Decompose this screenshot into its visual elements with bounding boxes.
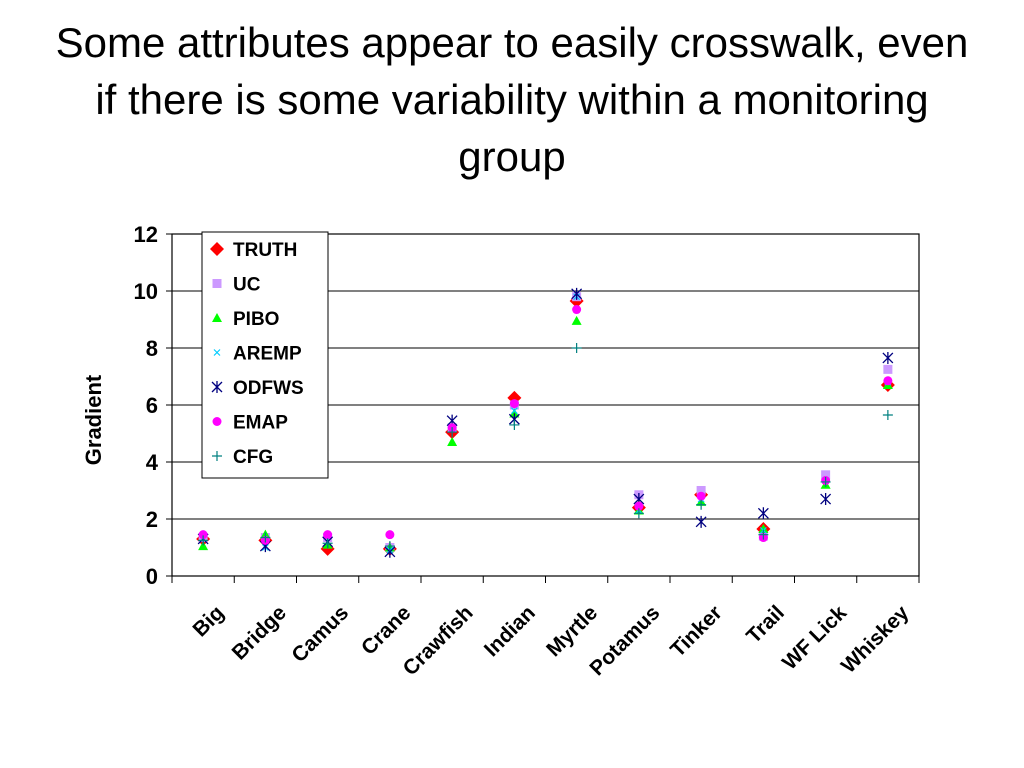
x-category-label: Trail xyxy=(742,601,789,648)
point-cfg-bridge xyxy=(260,532,271,543)
point-emap-big xyxy=(198,530,208,540)
point-odfws-trail xyxy=(757,507,769,520)
data-points xyxy=(196,287,895,558)
point-odfws-myrtle xyxy=(571,287,583,300)
legend-marker-emap xyxy=(212,417,222,426)
point-cfg-big xyxy=(198,535,209,546)
point-cfg-camus xyxy=(322,538,333,549)
point-odfws-wf-lick xyxy=(820,493,832,506)
point-pibo-myrtle xyxy=(571,315,582,325)
legend-label-truth: TRUTH xyxy=(233,240,297,261)
point-aremp-indian xyxy=(510,407,518,415)
point-cfg-wf-lick xyxy=(820,476,831,487)
x-category-label: Myrtle xyxy=(542,601,602,661)
legend-marker-aremp xyxy=(213,349,221,356)
legend-label-uc: UC xyxy=(233,275,261,296)
y-axis-ticks: 0 2 4 6 8 10 12 xyxy=(134,222,172,589)
point-emap-myrtle xyxy=(572,305,582,315)
x-category-label: Crane xyxy=(357,601,415,659)
point-uc-tinker xyxy=(696,486,706,495)
x-category-label: Camus xyxy=(287,601,353,667)
legend-label-emap: EMAP xyxy=(233,413,288,434)
point-emap-indian xyxy=(509,399,519,409)
point-cfg-indian xyxy=(509,419,520,430)
point-cfg-myrtle xyxy=(571,343,582,353)
point-pibo-trail xyxy=(758,523,769,533)
legend-marker-uc xyxy=(212,279,222,288)
point-emap-potamus xyxy=(634,501,644,511)
legend-label-cfg: CFG xyxy=(233,447,273,468)
point-emap-crane xyxy=(385,530,395,540)
legend-label-aremp: AREMP xyxy=(233,344,302,365)
x-category-label: Indian xyxy=(480,601,540,661)
y-tick-label: 6 xyxy=(146,393,158,418)
legend-box xyxy=(201,231,329,479)
point-pibo-indian xyxy=(509,408,520,418)
point-odfws-whiskey xyxy=(882,351,894,364)
y-tick-label: 12 xyxy=(134,222,158,247)
point-cfg-tinker xyxy=(696,499,707,510)
legend-label-odfws: ODFWS xyxy=(233,378,304,399)
y-tick-label: 2 xyxy=(146,507,158,532)
point-emap-whiskey xyxy=(883,376,893,386)
point-cfg-potamus xyxy=(633,508,644,519)
point-pibo-big xyxy=(198,541,209,551)
point-cfg-crawfish xyxy=(447,427,458,438)
point-cfg-trail xyxy=(758,529,769,540)
legend-marker-odfws xyxy=(211,381,223,393)
y-axis-title: Gradient xyxy=(81,374,106,465)
y-tick-label: 4 xyxy=(146,450,159,475)
legend-label-pibo: PIBO xyxy=(233,309,279,330)
point-cfg-whiskey xyxy=(882,409,893,420)
x-category-label: Tinker xyxy=(666,601,727,662)
legend-marker-pibo xyxy=(212,313,222,322)
legend-marker-truth xyxy=(210,242,224,256)
x-category-label: Whiskey xyxy=(837,601,914,678)
x-category-label: Big xyxy=(188,601,228,641)
x-category-label: Bridge xyxy=(228,601,291,664)
point-pibo-crawfish xyxy=(447,437,458,447)
y-tick-label: 0 xyxy=(146,564,158,589)
y-tick-label: 8 xyxy=(146,336,158,361)
slide-title: Some attributes appear to easily crosswa… xyxy=(55,19,969,180)
point-cfg-crane xyxy=(384,541,395,552)
legend-marker-cfg xyxy=(212,451,222,461)
point-emap-tinker xyxy=(696,491,706,501)
point-uc-whiskey xyxy=(883,364,893,374)
series-cfg xyxy=(198,343,893,552)
point-uc-wf-lick xyxy=(821,470,831,480)
point-emap-camus xyxy=(323,530,333,540)
legend: TRUTH UC PIBO AREMP ODFWS EMAP CFG xyxy=(201,231,329,479)
y-tick-label: 10 xyxy=(134,279,158,304)
point-odfws-tinker xyxy=(695,515,707,528)
